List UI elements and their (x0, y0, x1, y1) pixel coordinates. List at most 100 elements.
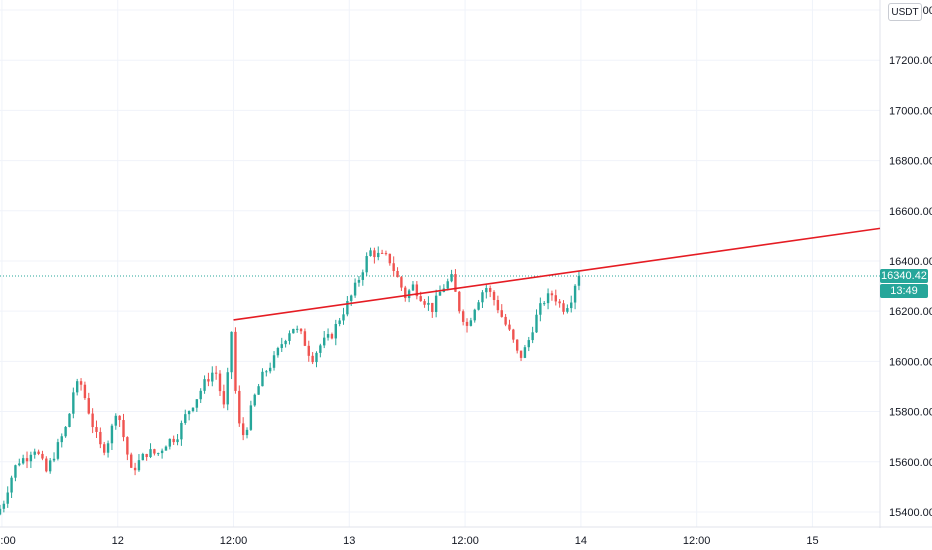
candle-body (106, 443, 110, 453)
candle-body (380, 252, 384, 254)
y-tick-label: 16000.00 (889, 356, 932, 368)
candle-body (326, 334, 330, 338)
candle-body (199, 390, 202, 400)
candle-body (91, 413, 94, 428)
candle-body (103, 444, 106, 453)
candle-body (353, 282, 357, 296)
candle-body (110, 425, 114, 444)
candle-body (303, 331, 307, 346)
candle-body (21, 458, 25, 464)
candle-body (72, 392, 75, 414)
candle-body (52, 458, 56, 461)
candle-body (427, 302, 430, 305)
candle-body (299, 328, 303, 332)
candle-body (184, 414, 187, 423)
candle-body (10, 477, 13, 493)
x-tick-label: 12:00 (451, 535, 479, 547)
candle-body (396, 270, 399, 278)
candle-body (330, 334, 334, 339)
candle-body (288, 333, 291, 341)
candle-body (519, 350, 523, 358)
candle-body (500, 310, 503, 317)
candle-body (384, 253, 388, 255)
candle-body (33, 451, 36, 455)
candle-body (126, 437, 129, 455)
candle-body (64, 426, 67, 437)
y-tick-label: 16600.00 (889, 206, 932, 218)
candle-body (25, 458, 29, 462)
candle-body (41, 453, 44, 459)
candle-body (361, 272, 365, 280)
candle-body (350, 295, 353, 301)
candle-body (265, 371, 268, 373)
candle-body (56, 442, 60, 459)
last-price-label: 16340.42 (880, 268, 928, 283)
candle-body (496, 299, 500, 311)
candle-body (160, 450, 164, 454)
x-tick-label: 14 (575, 535, 587, 547)
candle-body (114, 415, 117, 426)
candle-body (388, 253, 392, 264)
candle-body (515, 339, 519, 351)
y-tick-label: 17200.00 (889, 55, 932, 67)
candle-body (492, 291, 496, 300)
candle-body (180, 422, 183, 440)
candle-body (214, 372, 218, 374)
candle-body (577, 275, 581, 286)
candle-body (419, 296, 422, 302)
candle-body (485, 287, 488, 293)
candle-body (68, 413, 71, 427)
candle-body (226, 372, 229, 405)
candle-body (153, 449, 156, 454)
candle-body (122, 420, 125, 438)
candle-body (145, 453, 148, 458)
candle-body (527, 340, 530, 348)
candle-body (164, 446, 168, 451)
candle-body (95, 427, 98, 432)
candle-body (543, 303, 546, 305)
y-tick-label: 16800.00 (889, 156, 932, 168)
candle-body (319, 345, 322, 353)
candle-body (570, 302, 573, 309)
candle-body (400, 277, 403, 288)
candle-body (546, 293, 550, 304)
candle-body (241, 423, 245, 436)
candle-body (295, 328, 299, 330)
candle-body (118, 415, 121, 421)
candle-body (245, 429, 249, 436)
candle-body (0, 508, 2, 515)
candle-body (458, 291, 461, 312)
candle-body (238, 390, 241, 424)
candle-body (261, 371, 264, 387)
y-tick-label: 16400.00 (889, 256, 932, 268)
x-tick-label: 12:00 (220, 535, 248, 547)
candle-body (137, 460, 141, 471)
candle-body (369, 250, 372, 257)
candle-body (234, 331, 237, 391)
currency-selector[interactable]: USDT (888, 3, 922, 21)
candle-body (191, 407, 195, 411)
candle-body (230, 331, 233, 373)
candle-body (211, 372, 214, 382)
candle-body (276, 348, 280, 356)
trendline[interactable] (233, 227, 881, 321)
candle-body (573, 285, 577, 303)
time-axis[interactable]: 12:00 12 12:00 13 12:00 14 12:00 15 (0, 535, 819, 547)
candle-body (539, 303, 542, 315)
candle-body (323, 337, 326, 346)
candle-body (187, 410, 191, 415)
price-axis[interactable]: 15400.00 15600.00 15800.00 16000.00 16200.00… (889, 5, 932, 519)
y-tick-label: 16200.00 (889, 306, 932, 318)
candle-body (411, 284, 415, 291)
candle-body (218, 373, 222, 392)
candle-body (203, 379, 206, 391)
candle-body (407, 290, 411, 299)
candle-body (504, 316, 507, 325)
candle-body (14, 465, 17, 478)
candle-body (558, 301, 561, 304)
y-tick-label: 15400.00 (889, 507, 932, 519)
candle-body (87, 398, 90, 414)
x-tick-label: 12 (112, 535, 124, 547)
candle-body (176, 439, 179, 443)
